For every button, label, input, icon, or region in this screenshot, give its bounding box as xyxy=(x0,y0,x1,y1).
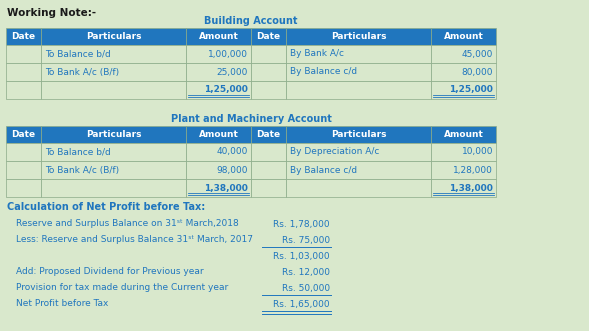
Bar xyxy=(431,161,496,179)
Bar xyxy=(251,63,286,81)
Text: To Balance b/d: To Balance b/d xyxy=(45,50,111,59)
Text: Amount: Amount xyxy=(444,32,484,41)
Bar xyxy=(41,161,186,179)
Bar xyxy=(431,179,496,197)
Bar xyxy=(431,143,496,161)
Bar xyxy=(186,63,251,81)
Bar xyxy=(186,28,251,45)
Text: 25,000: 25,000 xyxy=(217,68,248,76)
Bar xyxy=(431,126,496,143)
Bar xyxy=(286,28,431,45)
Text: To Balance b/d: To Balance b/d xyxy=(45,148,111,157)
Bar xyxy=(431,81,496,99)
Text: Date: Date xyxy=(11,130,35,139)
Text: Particulars: Particulars xyxy=(86,32,141,41)
Text: Calculation of Net Profit before Tax:: Calculation of Net Profit before Tax: xyxy=(7,202,205,212)
Bar xyxy=(286,143,431,161)
Bar xyxy=(431,28,496,45)
Bar xyxy=(286,81,431,99)
Text: Rs. 75,000: Rs. 75,000 xyxy=(282,235,330,245)
Bar xyxy=(41,45,186,63)
Bar xyxy=(286,179,431,197)
Text: Net Profit before Tax: Net Profit before Tax xyxy=(16,300,108,308)
Text: 98,000: 98,000 xyxy=(217,166,248,174)
Text: Rs. 12,000: Rs. 12,000 xyxy=(282,267,330,276)
Bar xyxy=(431,63,496,81)
Text: 1,38,000: 1,38,000 xyxy=(449,183,493,193)
Text: Particulars: Particulars xyxy=(331,32,386,41)
Bar xyxy=(41,179,186,197)
Text: Amount: Amount xyxy=(444,130,484,139)
Text: By Balance c/d: By Balance c/d xyxy=(290,68,357,76)
Bar xyxy=(251,143,286,161)
Bar xyxy=(186,179,251,197)
Bar xyxy=(41,126,186,143)
Bar xyxy=(6,45,41,63)
Text: 1,25,000: 1,25,000 xyxy=(449,85,493,94)
Bar xyxy=(251,126,286,143)
Text: Rs. 1,03,000: Rs. 1,03,000 xyxy=(273,252,330,260)
Text: 1,25,000: 1,25,000 xyxy=(204,85,248,94)
Bar xyxy=(186,161,251,179)
Bar xyxy=(186,45,251,63)
Text: 10,000: 10,000 xyxy=(462,148,493,157)
Bar xyxy=(286,63,431,81)
Text: Rs. 1,78,000: Rs. 1,78,000 xyxy=(273,219,330,228)
Text: Reserve and Surplus Balance on 31ˢᵗ March,2018: Reserve and Surplus Balance on 31ˢᵗ Marc… xyxy=(16,219,239,228)
Bar xyxy=(41,81,186,99)
Bar xyxy=(286,45,431,63)
Bar xyxy=(286,126,431,143)
Bar xyxy=(41,143,186,161)
Text: Amount: Amount xyxy=(198,130,239,139)
Text: Date: Date xyxy=(256,32,280,41)
Bar xyxy=(41,63,186,81)
Bar xyxy=(251,28,286,45)
Text: 1,28,000: 1,28,000 xyxy=(453,166,493,174)
Text: Working Note:-: Working Note:- xyxy=(7,8,96,18)
Bar xyxy=(6,63,41,81)
Text: Particulars: Particulars xyxy=(331,130,386,139)
Text: To Bank A/c (B/f): To Bank A/c (B/f) xyxy=(45,166,119,174)
Bar xyxy=(186,126,251,143)
Bar xyxy=(6,179,41,197)
Bar xyxy=(251,45,286,63)
Text: Rs. 50,000: Rs. 50,000 xyxy=(282,283,330,293)
Text: Date: Date xyxy=(256,130,280,139)
Bar xyxy=(251,161,286,179)
Text: 1,00,000: 1,00,000 xyxy=(208,50,248,59)
Bar xyxy=(286,161,431,179)
Bar xyxy=(41,28,186,45)
Text: 1,38,000: 1,38,000 xyxy=(204,183,248,193)
Text: Plant and Machinery Account: Plant and Machinery Account xyxy=(171,114,332,124)
Text: 45,000: 45,000 xyxy=(462,50,493,59)
Text: Date: Date xyxy=(11,32,35,41)
Text: 80,000: 80,000 xyxy=(462,68,493,76)
Text: By Depreciation A/c: By Depreciation A/c xyxy=(290,148,379,157)
Text: By Balance c/d: By Balance c/d xyxy=(290,166,357,174)
Text: Provision for tax made during the Current year: Provision for tax made during the Curren… xyxy=(16,283,229,293)
Text: Add: Proposed Dividend for Previous year: Add: Proposed Dividend for Previous year xyxy=(16,267,204,276)
Text: Particulars: Particulars xyxy=(86,130,141,139)
Bar xyxy=(431,45,496,63)
Bar xyxy=(6,81,41,99)
Bar xyxy=(186,81,251,99)
Bar xyxy=(6,143,41,161)
Bar xyxy=(6,161,41,179)
Text: Less: Reserve and Surplus Balance 31ˢᵗ March, 2017: Less: Reserve and Surplus Balance 31ˢᵗ M… xyxy=(16,235,253,245)
Bar xyxy=(186,143,251,161)
Text: Building Account: Building Account xyxy=(204,16,298,26)
Text: To Bank A/c (B/f): To Bank A/c (B/f) xyxy=(45,68,119,76)
Text: By Bank A/c: By Bank A/c xyxy=(290,50,344,59)
Bar xyxy=(251,179,286,197)
Bar xyxy=(6,126,41,143)
Text: 40,000: 40,000 xyxy=(217,148,248,157)
Text: Amount: Amount xyxy=(198,32,239,41)
Bar xyxy=(251,81,286,99)
Text: Rs. 1,65,000: Rs. 1,65,000 xyxy=(273,300,330,308)
Bar xyxy=(6,28,41,45)
